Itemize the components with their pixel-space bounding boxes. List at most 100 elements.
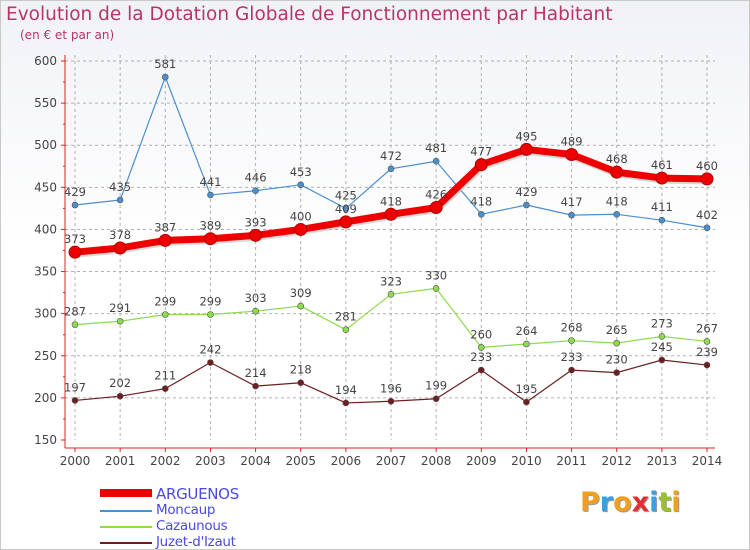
data-label: 211 bbox=[154, 369, 176, 383]
data-label: 264 bbox=[515, 324, 537, 338]
legend-swatch-juzet bbox=[100, 542, 152, 544]
data-point bbox=[71, 201, 79, 209]
data-label: 199 bbox=[425, 379, 447, 393]
data-point bbox=[703, 338, 711, 345]
data-point bbox=[703, 361, 711, 369]
logo-letter: t bbox=[658, 487, 672, 518]
data-label: 218 bbox=[290, 363, 312, 377]
x-tick-label: 2006 bbox=[331, 454, 362, 468]
y-tick-label: 500 bbox=[34, 138, 57, 152]
data-label: 245 bbox=[651, 340, 673, 354]
data-point bbox=[294, 222, 308, 236]
data-label: 373 bbox=[64, 232, 86, 246]
data-point bbox=[613, 339, 621, 347]
x-tick-label: 2009 bbox=[466, 454, 497, 468]
data-label: 378 bbox=[109, 228, 131, 242]
x-tick-label: 2000 bbox=[60, 454, 91, 468]
data-label: 425 bbox=[335, 188, 357, 202]
data-point bbox=[523, 398, 530, 406]
y-tick-label: 400 bbox=[34, 222, 57, 236]
data-label: 389 bbox=[199, 219, 221, 233]
logo-letter: r bbox=[599, 487, 614, 518]
logo-letter: x bbox=[631, 487, 650, 518]
data-label: 426 bbox=[425, 188, 447, 202]
data-point bbox=[116, 196, 124, 204]
data-label: 400 bbox=[290, 209, 312, 223]
data-label: 299 bbox=[199, 295, 221, 309]
data-point bbox=[658, 333, 666, 340]
data-point bbox=[700, 172, 714, 186]
legend-label-moncaup: Moncaup bbox=[156, 502, 216, 518]
data-point bbox=[610, 165, 624, 179]
data-point bbox=[342, 326, 350, 333]
data-point bbox=[207, 359, 214, 366]
data-point bbox=[568, 366, 575, 374]
data-label: 429 bbox=[515, 185, 537, 199]
data-label: 202 bbox=[109, 376, 131, 390]
x-tick-label: 2007 bbox=[376, 454, 407, 468]
data-label: 309 bbox=[290, 286, 312, 300]
data-point bbox=[116, 317, 124, 325]
data-label: 303 bbox=[245, 291, 267, 305]
x-tick-label: 2008 bbox=[421, 454, 452, 468]
y-tick-label: 200 bbox=[34, 391, 57, 405]
proxiti-logo: Proxiti bbox=[580, 487, 681, 518]
data-label: 461 bbox=[651, 158, 673, 172]
data-label: 214 bbox=[245, 366, 267, 380]
x-tick-label: 2004 bbox=[240, 454, 271, 468]
x-tick-label: 2005 bbox=[285, 454, 316, 468]
x-tick-label: 2003 bbox=[195, 454, 226, 468]
data-label: 429 bbox=[64, 185, 86, 199]
logo-letter: P bbox=[580, 487, 600, 518]
data-label: 387 bbox=[154, 220, 176, 234]
data-label: 418 bbox=[380, 194, 402, 208]
data-label: 453 bbox=[290, 165, 312, 179]
legend-swatch-arguenos bbox=[100, 489, 152, 497]
data-point bbox=[568, 211, 575, 219]
data-label: 441 bbox=[199, 175, 221, 189]
legend-swatch-cazaunous bbox=[100, 526, 152, 528]
x-tick-label: 2011 bbox=[556, 454, 587, 468]
y-tick-label: 550 bbox=[34, 96, 57, 110]
data-label: 402 bbox=[696, 208, 718, 222]
data-label: 267 bbox=[696, 321, 718, 335]
data-label: 260 bbox=[470, 327, 492, 341]
data-point bbox=[613, 369, 621, 376]
data-label: 242 bbox=[199, 343, 221, 357]
data-label: 287 bbox=[64, 305, 86, 319]
data-label: 446 bbox=[245, 171, 267, 185]
data-label: 477 bbox=[470, 145, 492, 159]
x-tick-label: 2013 bbox=[647, 454, 678, 468]
y-tick-label: 600 bbox=[34, 54, 57, 68]
data-point bbox=[207, 191, 214, 199]
data-point bbox=[477, 210, 485, 218]
data-point bbox=[523, 201, 530, 209]
data-point bbox=[658, 216, 666, 224]
y-tick-label: 150 bbox=[34, 433, 57, 447]
x-tick-label: 2014 bbox=[692, 454, 723, 468]
data-point bbox=[519, 142, 533, 156]
data-label: 194 bbox=[335, 383, 357, 397]
data-point bbox=[161, 73, 169, 81]
data-label: 233 bbox=[470, 350, 492, 364]
legend-label-cazaunous: Cazaunous bbox=[156, 518, 228, 534]
data-label: 230 bbox=[606, 353, 628, 367]
data-point bbox=[432, 395, 440, 403]
x-tick-label: 2012 bbox=[601, 454, 632, 468]
data-label: 330 bbox=[425, 268, 447, 282]
data-point bbox=[71, 397, 79, 404]
logo-letter: i bbox=[649, 487, 659, 518]
data-point bbox=[477, 366, 485, 374]
data-point bbox=[429, 201, 443, 215]
data-point bbox=[207, 311, 214, 318]
data-label: 233 bbox=[561, 350, 583, 364]
chart-title: Evolution de la Dotation Globale de Fonc… bbox=[6, 4, 613, 25]
data-point bbox=[568, 337, 575, 344]
data-label: 273 bbox=[651, 316, 673, 330]
data-point bbox=[565, 147, 579, 161]
data-label: 460 bbox=[696, 159, 718, 173]
data-label: 281 bbox=[335, 310, 357, 324]
data-point bbox=[339, 215, 353, 229]
data-point bbox=[432, 285, 440, 292]
